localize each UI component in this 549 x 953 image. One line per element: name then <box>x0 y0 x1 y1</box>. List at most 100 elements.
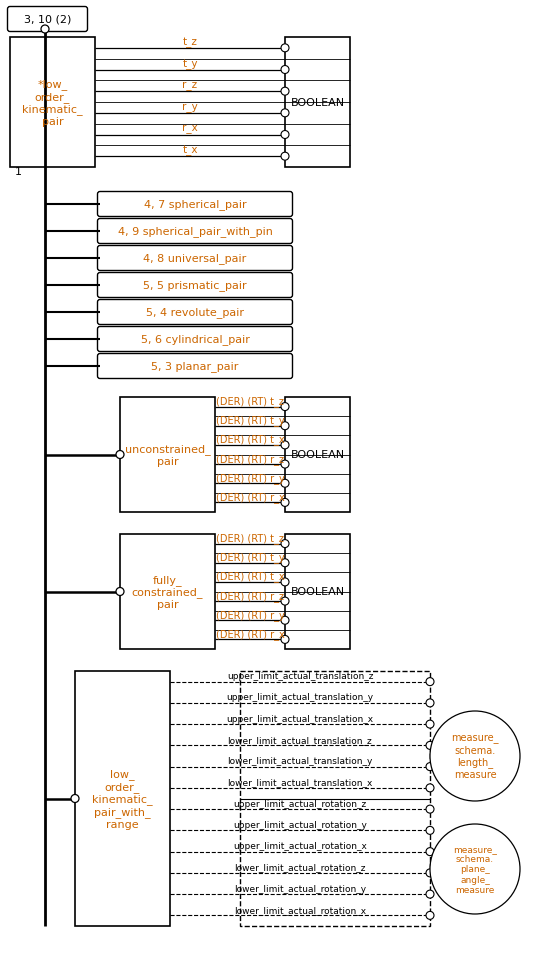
Circle shape <box>426 741 434 750</box>
Circle shape <box>426 720 434 728</box>
Text: t_y: t_y <box>182 59 198 70</box>
Circle shape <box>426 890 434 898</box>
FancyBboxPatch shape <box>98 246 293 272</box>
Circle shape <box>41 26 49 34</box>
Text: (DER) (RT) r_x: (DER) (RT) r_x <box>216 492 284 502</box>
Text: 5, 5 prismatic_pair: 5, 5 prismatic_pair <box>143 280 247 292</box>
Circle shape <box>281 636 289 643</box>
Bar <box>120 535 215 649</box>
Text: (DER) (RT) r_z: (DER) (RT) r_z <box>216 454 284 464</box>
Text: upper_limit_actual_rotation_x: upper_limit_actual_rotation_x <box>233 841 367 850</box>
Text: measure_
schema.
length_
measure: measure_ schema. length_ measure <box>451 734 498 779</box>
Text: upper_limit_actual_translation_x: upper_limit_actual_translation_x <box>226 714 373 723</box>
Circle shape <box>281 598 289 605</box>
Circle shape <box>281 498 289 507</box>
Text: 1: 1 <box>15 167 22 177</box>
Text: (DER) (RT) t_x: (DER) (RT) t_x <box>216 571 284 581</box>
Text: r_z: r_z <box>182 81 198 91</box>
FancyBboxPatch shape <box>98 300 293 325</box>
Circle shape <box>281 132 289 139</box>
Circle shape <box>116 588 124 596</box>
Circle shape <box>71 795 79 802</box>
Text: lower_limit_actual_translation_z: lower_limit_actual_translation_z <box>228 735 372 744</box>
Text: t_x: t_x <box>182 146 198 156</box>
FancyBboxPatch shape <box>98 219 293 244</box>
Text: upper_limit_actual_rotation_z: upper_limit_actual_rotation_z <box>233 799 367 808</box>
Bar <box>285 397 350 513</box>
FancyBboxPatch shape <box>98 274 293 298</box>
Text: upper_limit_actual_translation_z: upper_limit_actual_translation_z <box>227 672 373 680</box>
Circle shape <box>430 711 520 801</box>
Circle shape <box>426 826 434 835</box>
Circle shape <box>281 460 289 469</box>
FancyBboxPatch shape <box>98 327 293 352</box>
Circle shape <box>281 578 289 586</box>
Circle shape <box>281 88 289 96</box>
Text: BOOLEAN: BOOLEAN <box>290 98 345 108</box>
Bar <box>285 38 350 168</box>
Text: lower_limit_actual_rotation_z: lower_limit_actual_rotation_z <box>234 862 366 871</box>
Bar <box>285 535 350 649</box>
Text: (DER) (RT) r_x: (DER) (RT) r_x <box>216 628 284 639</box>
Circle shape <box>426 784 434 792</box>
Text: low_
order_
kinematic_
pair_with_
range: low_ order_ kinematic_ pair_with_ range <box>92 769 153 829</box>
Circle shape <box>281 45 289 52</box>
Text: BOOLEAN: BOOLEAN <box>290 450 345 460</box>
Text: (DER) (RT) r_y: (DER) (RT) r_y <box>216 473 284 483</box>
Circle shape <box>281 540 289 548</box>
Circle shape <box>116 451 124 459</box>
FancyBboxPatch shape <box>98 193 293 217</box>
Circle shape <box>281 559 289 567</box>
Circle shape <box>426 678 434 686</box>
Circle shape <box>426 848 434 856</box>
Bar <box>120 397 215 513</box>
Circle shape <box>281 617 289 624</box>
Text: *low_
order_
kinematic_
pair: *low_ order_ kinematic_ pair <box>22 79 83 127</box>
Circle shape <box>426 805 434 813</box>
Text: unconstrained_
pair: unconstrained_ pair <box>125 444 210 466</box>
Text: r_x: r_x <box>182 125 198 134</box>
Bar <box>240 671 430 926</box>
Circle shape <box>281 403 289 411</box>
Circle shape <box>430 824 520 914</box>
Text: 4, 7 spherical_pair: 4, 7 spherical_pair <box>144 199 247 211</box>
Circle shape <box>281 153 289 161</box>
Text: (DER) (RT) t_y: (DER) (RT) t_y <box>216 552 284 562</box>
Text: upper_limit_actual_translation_y: upper_limit_actual_translation_y <box>226 693 373 701</box>
Circle shape <box>281 67 289 74</box>
Circle shape <box>426 762 434 771</box>
Text: 4, 9 spherical_pair_with_pin: 4, 9 spherical_pair_with_pin <box>117 226 272 237</box>
Text: r_y: r_y <box>182 103 198 112</box>
Text: lower_limit_actual_translation_x: lower_limit_actual_translation_x <box>227 778 373 786</box>
Text: 3, 10 (2): 3, 10 (2) <box>24 15 71 25</box>
Circle shape <box>426 869 434 877</box>
Text: (DER) (RT) r_y: (DER) (RT) r_y <box>216 609 284 620</box>
Bar <box>75 671 170 926</box>
Text: t_z: t_z <box>183 37 198 48</box>
Text: BOOLEAN: BOOLEAN <box>290 587 345 597</box>
Circle shape <box>426 911 434 920</box>
Text: upper_limit_actual_rotation_y: upper_limit_actual_rotation_y <box>233 820 367 829</box>
Text: 4, 8 universal_pair: 4, 8 universal_pair <box>143 253 247 264</box>
Circle shape <box>281 441 289 450</box>
Text: fully_
constrained_
pair: fully_ constrained_ pair <box>132 575 203 609</box>
Circle shape <box>281 422 289 431</box>
Circle shape <box>426 700 434 707</box>
Text: 5, 6 cylindrical_pair: 5, 6 cylindrical_pair <box>141 335 249 345</box>
Text: lower_limit_actual_rotation_x: lower_limit_actual_rotation_x <box>234 905 366 914</box>
Text: (DER) (RT) r_z: (DER) (RT) r_z <box>216 590 284 601</box>
Text: 5, 4 revolute_pair: 5, 4 revolute_pair <box>146 307 244 318</box>
Text: lower_limit_actual_translation_y: lower_limit_actual_translation_y <box>227 757 373 765</box>
FancyBboxPatch shape <box>8 8 87 32</box>
Text: (DER) (RT) t_z: (DER) (RT) t_z <box>216 533 284 543</box>
Text: (DER) (RT) t_y: (DER) (RT) t_y <box>216 415 284 426</box>
FancyBboxPatch shape <box>98 355 293 379</box>
Circle shape <box>281 479 289 488</box>
Circle shape <box>281 110 289 118</box>
Text: (DER) (RT) t_z: (DER) (RT) t_z <box>216 395 284 407</box>
Text: (DER) (RT) t_x: (DER) (RT) t_x <box>216 434 284 445</box>
Text: 5, 3 planar_pair: 5, 3 planar_pair <box>152 361 239 372</box>
Bar <box>10 38 95 168</box>
Text: lower_limit_actual_rotation_y: lower_limit_actual_rotation_y <box>234 883 366 893</box>
Text: measure_
schema.
plane_
angle_
measure: measure_ schema. plane_ angle_ measure <box>453 843 497 894</box>
